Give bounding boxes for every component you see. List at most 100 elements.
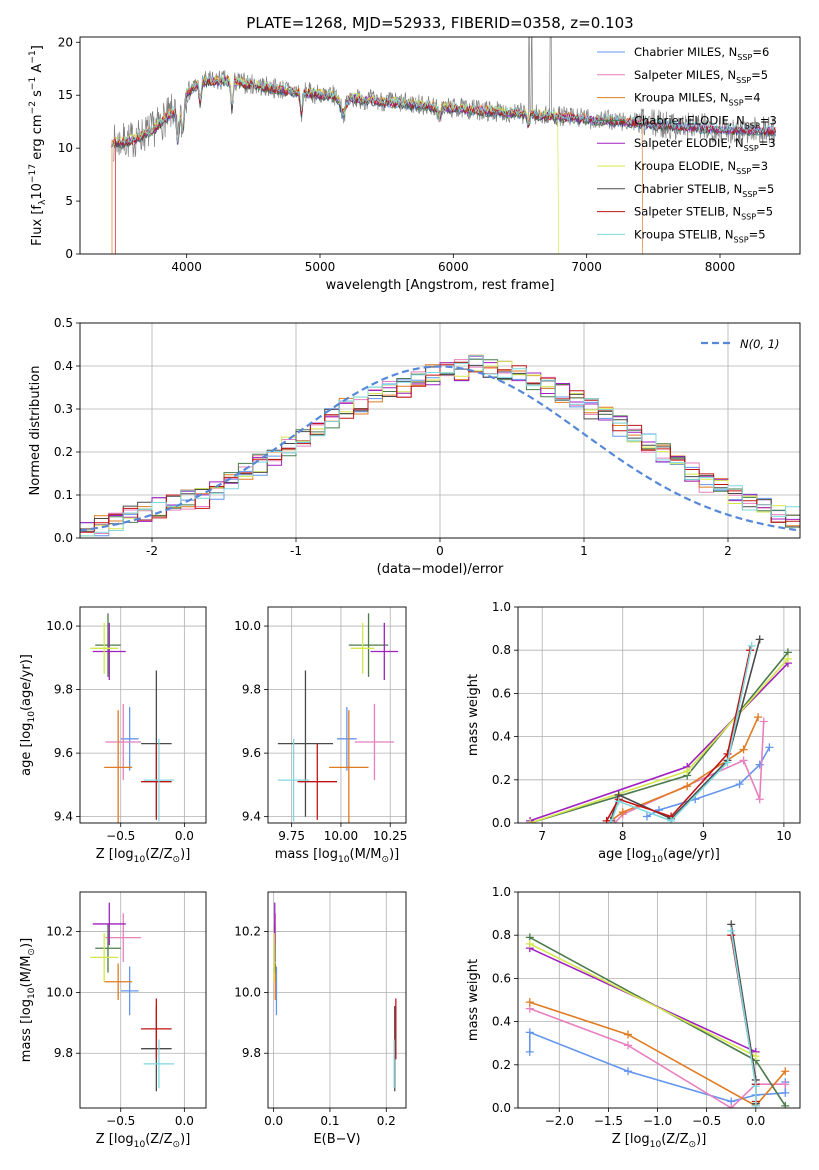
plot-area [110, 37, 777, 254]
x-axis-label: age [log10(age/yr)] [598, 847, 720, 865]
y-tick-label: 15 [58, 88, 73, 102]
plot-area [80, 354, 800, 537]
plus-marker [614, 797, 623, 806]
y-tick-label: 9.4 [242, 810, 261, 824]
mass-weight-line [609, 645, 753, 823]
x-tick-label: 9 [699, 829, 707, 843]
axes-frame [79, 891, 207, 1109]
y-tick-label: 0.4 [54, 359, 73, 373]
plus-marker [781, 1088, 790, 1097]
plus-marker [755, 760, 764, 769]
axes-frame [517, 891, 801, 1109]
x-tick-label: −0.5 [106, 829, 135, 843]
y-tick-label: 0.2 [492, 1058, 511, 1072]
plus-marker [602, 816, 611, 823]
legend-label: Salpeter ELODIE, NSSP=3 [634, 136, 776, 153]
mass-weight-line [529, 1001, 786, 1107]
panel-spectrum: 4000 5000 6000 7000 8000 0 5 10 15 20 wavelength [… [28, 14, 801, 293]
y-tick-label: 0.4 [492, 1015, 511, 1029]
plus-marker [781, 1101, 790, 1108]
plot-area [273, 902, 397, 1092]
x-axis-label: Z [log10(Z/Z⊙)] [96, 847, 191, 865]
axes-frame [79, 322, 801, 539]
legend-label: N(0, 1) [740, 337, 780, 351]
panel-age_vs_Z: −0.5 0.0 9.4 9.6 9.8 10.0 Z [log10(Z/Z⊙)] age [… [19, 606, 207, 865]
x-tick-label: 10.00 [324, 829, 358, 843]
panel-mass_weight_vs_Z: −2.0 −1.5 −1.0 −0.5 0.0 0.0 0.2 0.4 0.6 0.8 1.0 Z [… [466, 885, 801, 1150]
histogram-step-line [80, 355, 800, 537]
y-tick-label: 0 [65, 247, 73, 261]
x-tick-label: −2.0 [545, 1114, 574, 1128]
x-tick-label: 0.0 [175, 1114, 194, 1128]
y-tick-label: 9.8 [242, 1046, 261, 1060]
axes-frame [517, 606, 801, 824]
y-axis-label: Normed distribution [28, 366, 43, 496]
y-tick-label: 0.3 [54, 402, 73, 416]
plot-area [526, 635, 792, 823]
x-tick-label: -1 [290, 544, 302, 558]
plus-marker [624, 1030, 633, 1039]
plus-marker [723, 749, 732, 758]
plus-marker [525, 939, 534, 948]
y-tick-label: 0.1 [54, 488, 73, 502]
y-tick-label: 0.0 [492, 1101, 511, 1115]
plus-marker [606, 819, 615, 823]
x-tick-label: 6000 [438, 260, 469, 274]
panel-age_vs_mass: 9.75 10.00 10.25 9.4 9.6 9.8 10.0 mass [log10(M… [234, 606, 407, 865]
y-tick-label: 10 [58, 141, 73, 155]
x-tick-label: 0.0 [264, 1114, 283, 1128]
plus-marker [765, 743, 774, 752]
y-tick-label: 0.4 [492, 730, 511, 744]
plus-marker [642, 812, 651, 821]
legend-label: Salpeter STELIB, NSSP=5 [634, 205, 773, 222]
plus-marker [781, 1080, 790, 1089]
y-tick-label: 9.8 [242, 683, 261, 697]
plus-marker [727, 926, 736, 935]
mass-weight-line [529, 943, 757, 1057]
model-spectrum-line [114, 76, 776, 254]
y-tick-label: 9.4 [54, 810, 73, 824]
x-tick-label: 2 [724, 544, 732, 558]
x-tick-label: 0 [436, 544, 444, 558]
plus-marker [624, 1041, 633, 1050]
x-tick-label: 4000 [171, 260, 202, 274]
x-tick-label: 0.0 [175, 829, 194, 843]
legend-label: Chabrier MILES, NSSP=6 [634, 45, 769, 62]
y-tick-label: 5 [65, 194, 73, 208]
y-tick-label: 10.2 [234, 925, 261, 939]
plus-marker [739, 745, 748, 754]
x-tick-label: 0.1 [320, 1114, 339, 1128]
x-axis-label: Z [log10(Z/Z⊙)] [96, 1132, 191, 1150]
panel-mass_weight_vs_age: 7 8 9 10 0.0 0.2 0.4 0.6 0.8 1.0 age [log10(age/yr… [466, 600, 801, 865]
y-tick-label: 0.8 [492, 928, 511, 942]
plus-marker [525, 1028, 534, 1037]
y-tick-label: 10.0 [46, 985, 73, 999]
plus-marker [525, 998, 534, 1007]
plot-area [90, 613, 175, 823]
legend-label: Kroupa MILES, NSSP=4 [634, 91, 761, 108]
y-tick-label: 0.6 [492, 971, 511, 985]
plus-marker [683, 782, 692, 791]
y-axis-label: mass [log10(M/M⊙)] [19, 938, 37, 1062]
y-axis-label: mass weight [466, 959, 481, 1041]
x-tick-label: 0.0 [746, 1114, 765, 1128]
plus-marker [683, 767, 692, 776]
y-axis-label: age [log10(age/yr)] [19, 654, 37, 776]
y-tick-label: 0.8 [492, 643, 511, 657]
plus-marker [618, 808, 627, 817]
x-axis-label: mass [log10(M/M⊙)] [275, 847, 399, 865]
chart-title: PLATE=1268, MJD=52933, FIBERID=0358, z=0… [246, 14, 633, 32]
plus-marker [667, 816, 676, 823]
legend-label: Salpeter MILES, NSSP=5 [634, 68, 768, 85]
legend-label: Kroupa ELODIE, NSSP=3 [634, 159, 768, 176]
panel-mass_vs_Z: −0.5 0.0 9.8 10.0 10.2 Z [log10(Z/Z⊙)] mass [l… [19, 891, 207, 1150]
plot-area [90, 902, 175, 1092]
y-tick-label: 0.2 [54, 445, 73, 459]
x-axis-label: E(B−V) [313, 1132, 360, 1147]
y-axis-label: mass weight [466, 674, 481, 756]
histogram-step-line [80, 360, 800, 537]
plus-marker [624, 1067, 633, 1076]
y-tick-label: 9.6 [54, 746, 73, 760]
x-tick-label: 1 [580, 544, 588, 558]
x-tick-label: 0.2 [377, 1114, 396, 1128]
